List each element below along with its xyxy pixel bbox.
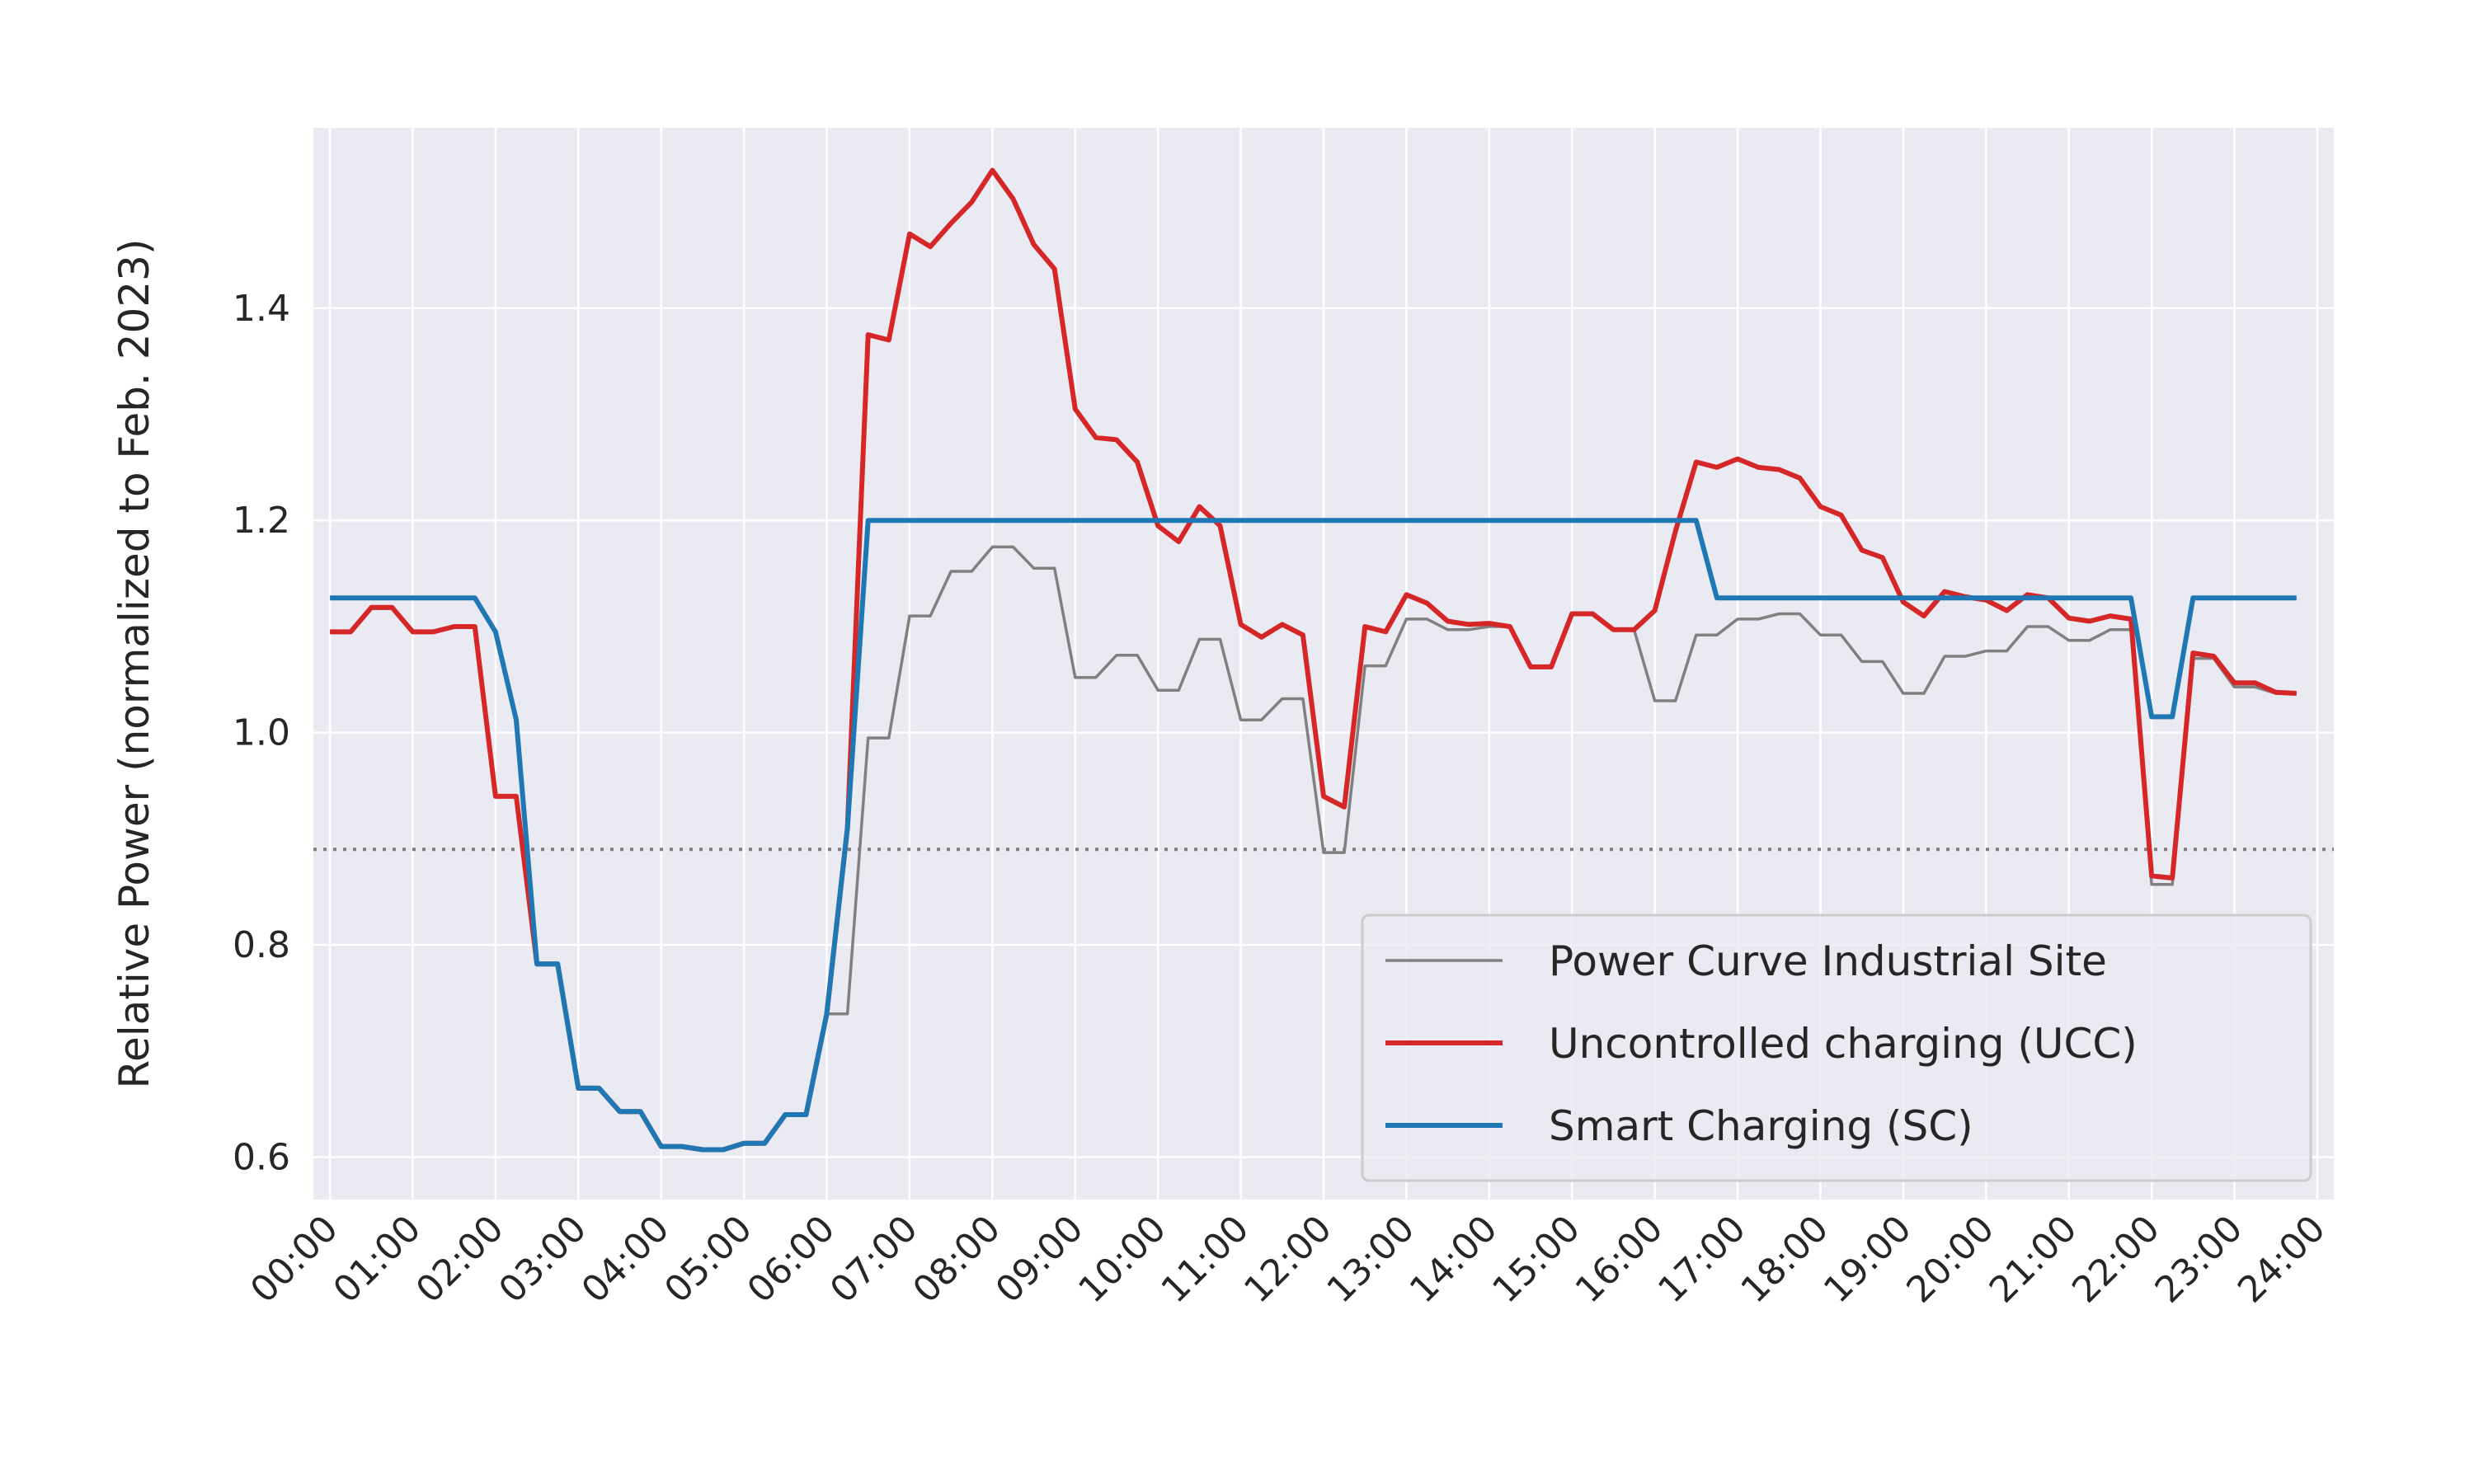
x-tick-label: 02:00 <box>408 1208 512 1312</box>
x-tick-label: 22:00 <box>2064 1208 2168 1312</box>
x-tick-label: 08:00 <box>905 1208 1009 1312</box>
x-tick-label: 03:00 <box>491 1208 595 1312</box>
x-tick-label: 00:00 <box>242 1208 346 1312</box>
x-tick-label: 24:00 <box>2230 1208 2334 1312</box>
x-tick-label: 11:00 <box>1154 1208 1258 1312</box>
x-tick-label: 10:00 <box>1070 1208 1174 1312</box>
x-tick-label: 12:00 <box>1236 1208 1340 1312</box>
legend: Power Curve Industrial Site Uncontrolled … <box>1361 913 2312 1182</box>
x-tick-label: 21:00 <box>1982 1208 2086 1312</box>
x-tick-label: 18:00 <box>1733 1208 1837 1312</box>
y-tick-label: 1.4 <box>233 288 290 330</box>
x-tick-label: 04:00 <box>574 1208 678 1312</box>
x-tick-label: 07:00 <box>822 1208 926 1312</box>
y-tick-labels: 0.6 0.8 1.0 1.2 1.4 <box>233 288 290 1179</box>
x-tick-label: 23:00 <box>2147 1208 2251 1312</box>
x-tick-label: 15:00 <box>1484 1208 1588 1312</box>
x-tick-label: 13:00 <box>1319 1208 1423 1312</box>
x-tick-label: 17:00 <box>1650 1208 1754 1312</box>
legend-entry-ucc-label: Uncontrolled charging (UCC) <box>1549 1020 2138 1068</box>
x-tick-label: 05:00 <box>656 1208 760 1312</box>
legend-entry-sc-label: Smart Charging (SC) <box>1549 1102 1973 1150</box>
x-tick-label: 19:00 <box>1816 1208 1920 1312</box>
legend-entry-power-curve-label: Power Curve Industrial Site <box>1549 937 2107 985</box>
y-tick-label: 1.2 <box>233 500 290 542</box>
series-layer <box>330 167 2297 1153</box>
x-tick-label: 06:00 <box>740 1208 844 1312</box>
y-tick-label: 1.0 <box>233 712 290 754</box>
legend-box <box>1361 913 2312 1182</box>
x-tick-label: 16:00 <box>1568 1208 1672 1312</box>
x-tick-label: 20:00 <box>1898 1208 2002 1312</box>
x-tick-label: 14:00 <box>1402 1208 1506 1312</box>
x-tick-label: 09:00 <box>988 1208 1092 1312</box>
x-tick-labels: 00:0001:0002:0003:0004:0005:0006:0007:00… <box>242 1208 2334 1312</box>
y-tick-label: 0.6 <box>233 1137 290 1179</box>
x-tick-label: 01:00 <box>326 1208 430 1312</box>
y-axis-label: Relative Power (normalized to Feb. 2023) <box>111 239 158 1089</box>
smart-charging-line <box>330 518 2297 1153</box>
y-tick-label: 0.8 <box>233 924 290 966</box>
